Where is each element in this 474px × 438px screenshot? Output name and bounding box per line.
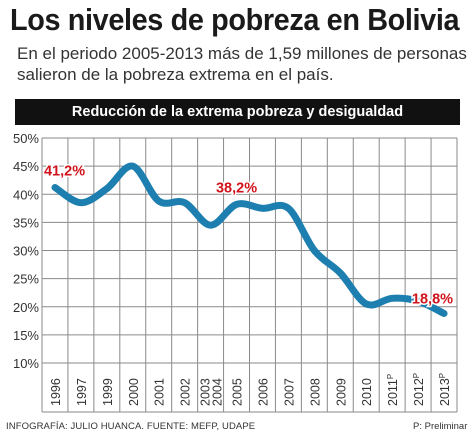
x-tick-label: 2013P xyxy=(438,373,452,406)
svg-text:2011P: 2011P xyxy=(386,374,400,406)
svg-text:2004: 2004 xyxy=(211,378,225,406)
data-label: 41,2% xyxy=(44,164,85,180)
svg-text:2010: 2010 xyxy=(360,378,374,406)
x-tick-label: 2000 xyxy=(127,378,141,406)
y-tick-label: 50% xyxy=(13,131,39,146)
page-title: Los niveles de pobreza en Bolivia xyxy=(10,2,460,37)
svg-text:2008: 2008 xyxy=(308,378,322,406)
x-tick-label: 2002 xyxy=(179,378,193,406)
y-tick-label: 35% xyxy=(13,215,39,230)
svg-text:2005: 2005 xyxy=(231,378,245,406)
y-tick-label: 25% xyxy=(13,272,39,287)
x-tick-label: 2005 xyxy=(231,378,245,406)
y-tick-label: 10% xyxy=(13,356,39,371)
svg-text:2003: 2003 xyxy=(199,378,213,406)
poverty-line-chart: 10% 15% 20% 25% 30% 35% 40% 45% 50% 1996 1997 1999… xyxy=(13,131,458,413)
chart-grid xyxy=(41,137,458,413)
svg-text:2012P: 2012P xyxy=(412,373,426,406)
y-axis: 10% 15% 20% 25% 30% 35% 40% 45% 50% xyxy=(13,131,39,371)
footer-source: INFOGRAFÍA: JULIO HUANCA. FUENTE: MEFP, … xyxy=(6,421,256,432)
x-tick-label: 2008 xyxy=(308,378,322,406)
x-tick-label: 2007 xyxy=(282,378,296,406)
svg-text:1996: 1996 xyxy=(49,378,63,406)
x-tick-label: 2001 xyxy=(153,378,167,406)
svg-text:2013P: 2013P xyxy=(438,373,452,406)
footer-note: P: Preliminar xyxy=(413,421,468,432)
x-tick-label: 2012P xyxy=(412,373,426,406)
y-tick-label: 45% xyxy=(13,159,39,174)
y-tick-label: 30% xyxy=(13,244,39,259)
page-subtitle: En el periodo 2005-2013 más de 1,59 mill… xyxy=(17,44,467,84)
x-tick-label: 1997 xyxy=(75,378,89,406)
svg-text:2006: 2006 xyxy=(256,378,270,406)
svg-text:1999: 1999 xyxy=(101,378,115,406)
svg-text:2000: 2000 xyxy=(127,378,141,406)
y-tick-label: 40% xyxy=(13,187,39,202)
data-label: 18,8% xyxy=(412,292,453,308)
svg-text:2001: 2001 xyxy=(153,378,167,406)
y-tick-label: 20% xyxy=(13,300,39,315)
x-tick-label: 2006 xyxy=(256,378,270,406)
x-tick-label: 2010 xyxy=(360,378,374,406)
x-tick-label: 1999 xyxy=(101,378,115,406)
x-tick-label: 1996 xyxy=(49,378,63,406)
svg-text:1997: 1997 xyxy=(75,378,89,406)
y-tick-label: 15% xyxy=(13,328,39,343)
svg-text:2007: 2007 xyxy=(282,378,296,406)
x-tick-label: 2009 xyxy=(334,378,348,406)
data-label: 38,2% xyxy=(216,180,257,196)
chart-title-banner: Reducción de la extrema pobreza y desigu… xyxy=(15,99,460,125)
x-tick-label: 2011P xyxy=(386,374,400,406)
series-line xyxy=(51,162,448,317)
data-annotations: 41,2% 38,2% 18,8% xyxy=(42,162,454,309)
svg-text:2002: 2002 xyxy=(179,378,193,406)
svg-text:2009: 2009 xyxy=(334,378,348,406)
